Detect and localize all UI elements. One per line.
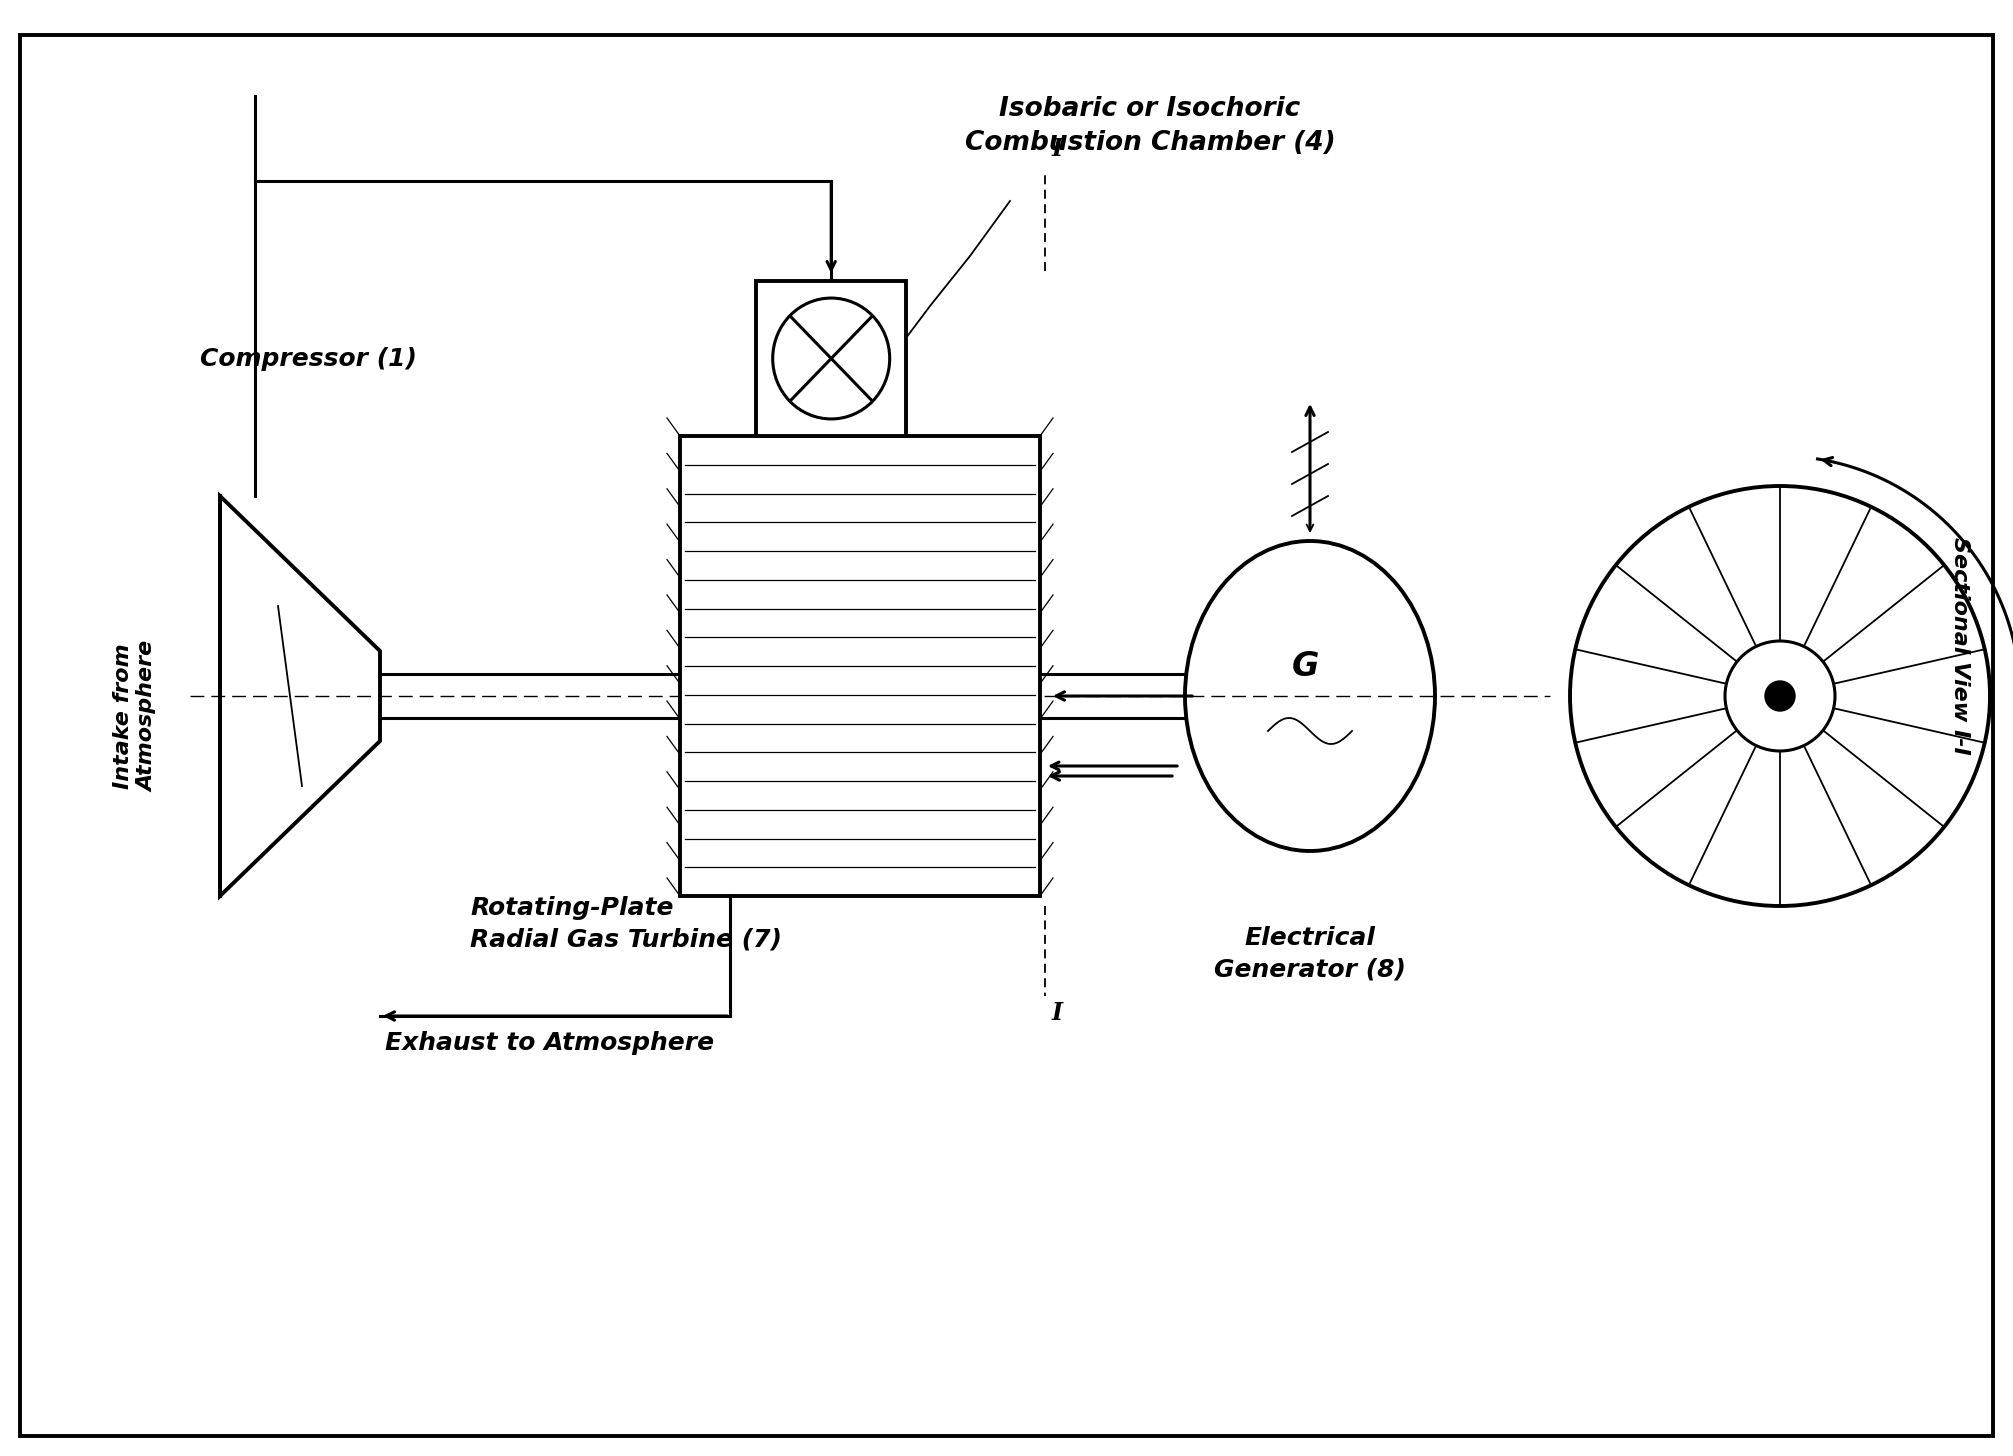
- Text: Exhaust to Atmosphere: Exhaust to Atmosphere: [384, 1031, 715, 1056]
- Bar: [757, 281, 906, 435]
- Text: Compressor (1): Compressor (1): [199, 347, 417, 371]
- Text: Intake from
Atmosphere: Intake from Atmosphere: [113, 641, 157, 792]
- Text: I: I: [1051, 137, 1063, 162]
- Text: G: G: [1290, 649, 1319, 683]
- Text: Sectional View I-I: Sectional View I-I: [1951, 537, 1971, 754]
- Text: Electrical
Generator (8): Electrical Generator (8): [1214, 926, 1405, 981]
- Circle shape: [1765, 681, 1796, 711]
- Text: Isobaric or Isochoric
Combustion Chamber (4): Isobaric or Isochoric Combustion Chamber…: [964, 96, 1335, 156]
- Text: I: I: [1051, 1002, 1063, 1025]
- Bar: [680, 435, 1041, 895]
- Text: Rotating-Plate
Radial Gas Turbine (7): Rotating-Plate Radial Gas Turbine (7): [469, 895, 781, 952]
